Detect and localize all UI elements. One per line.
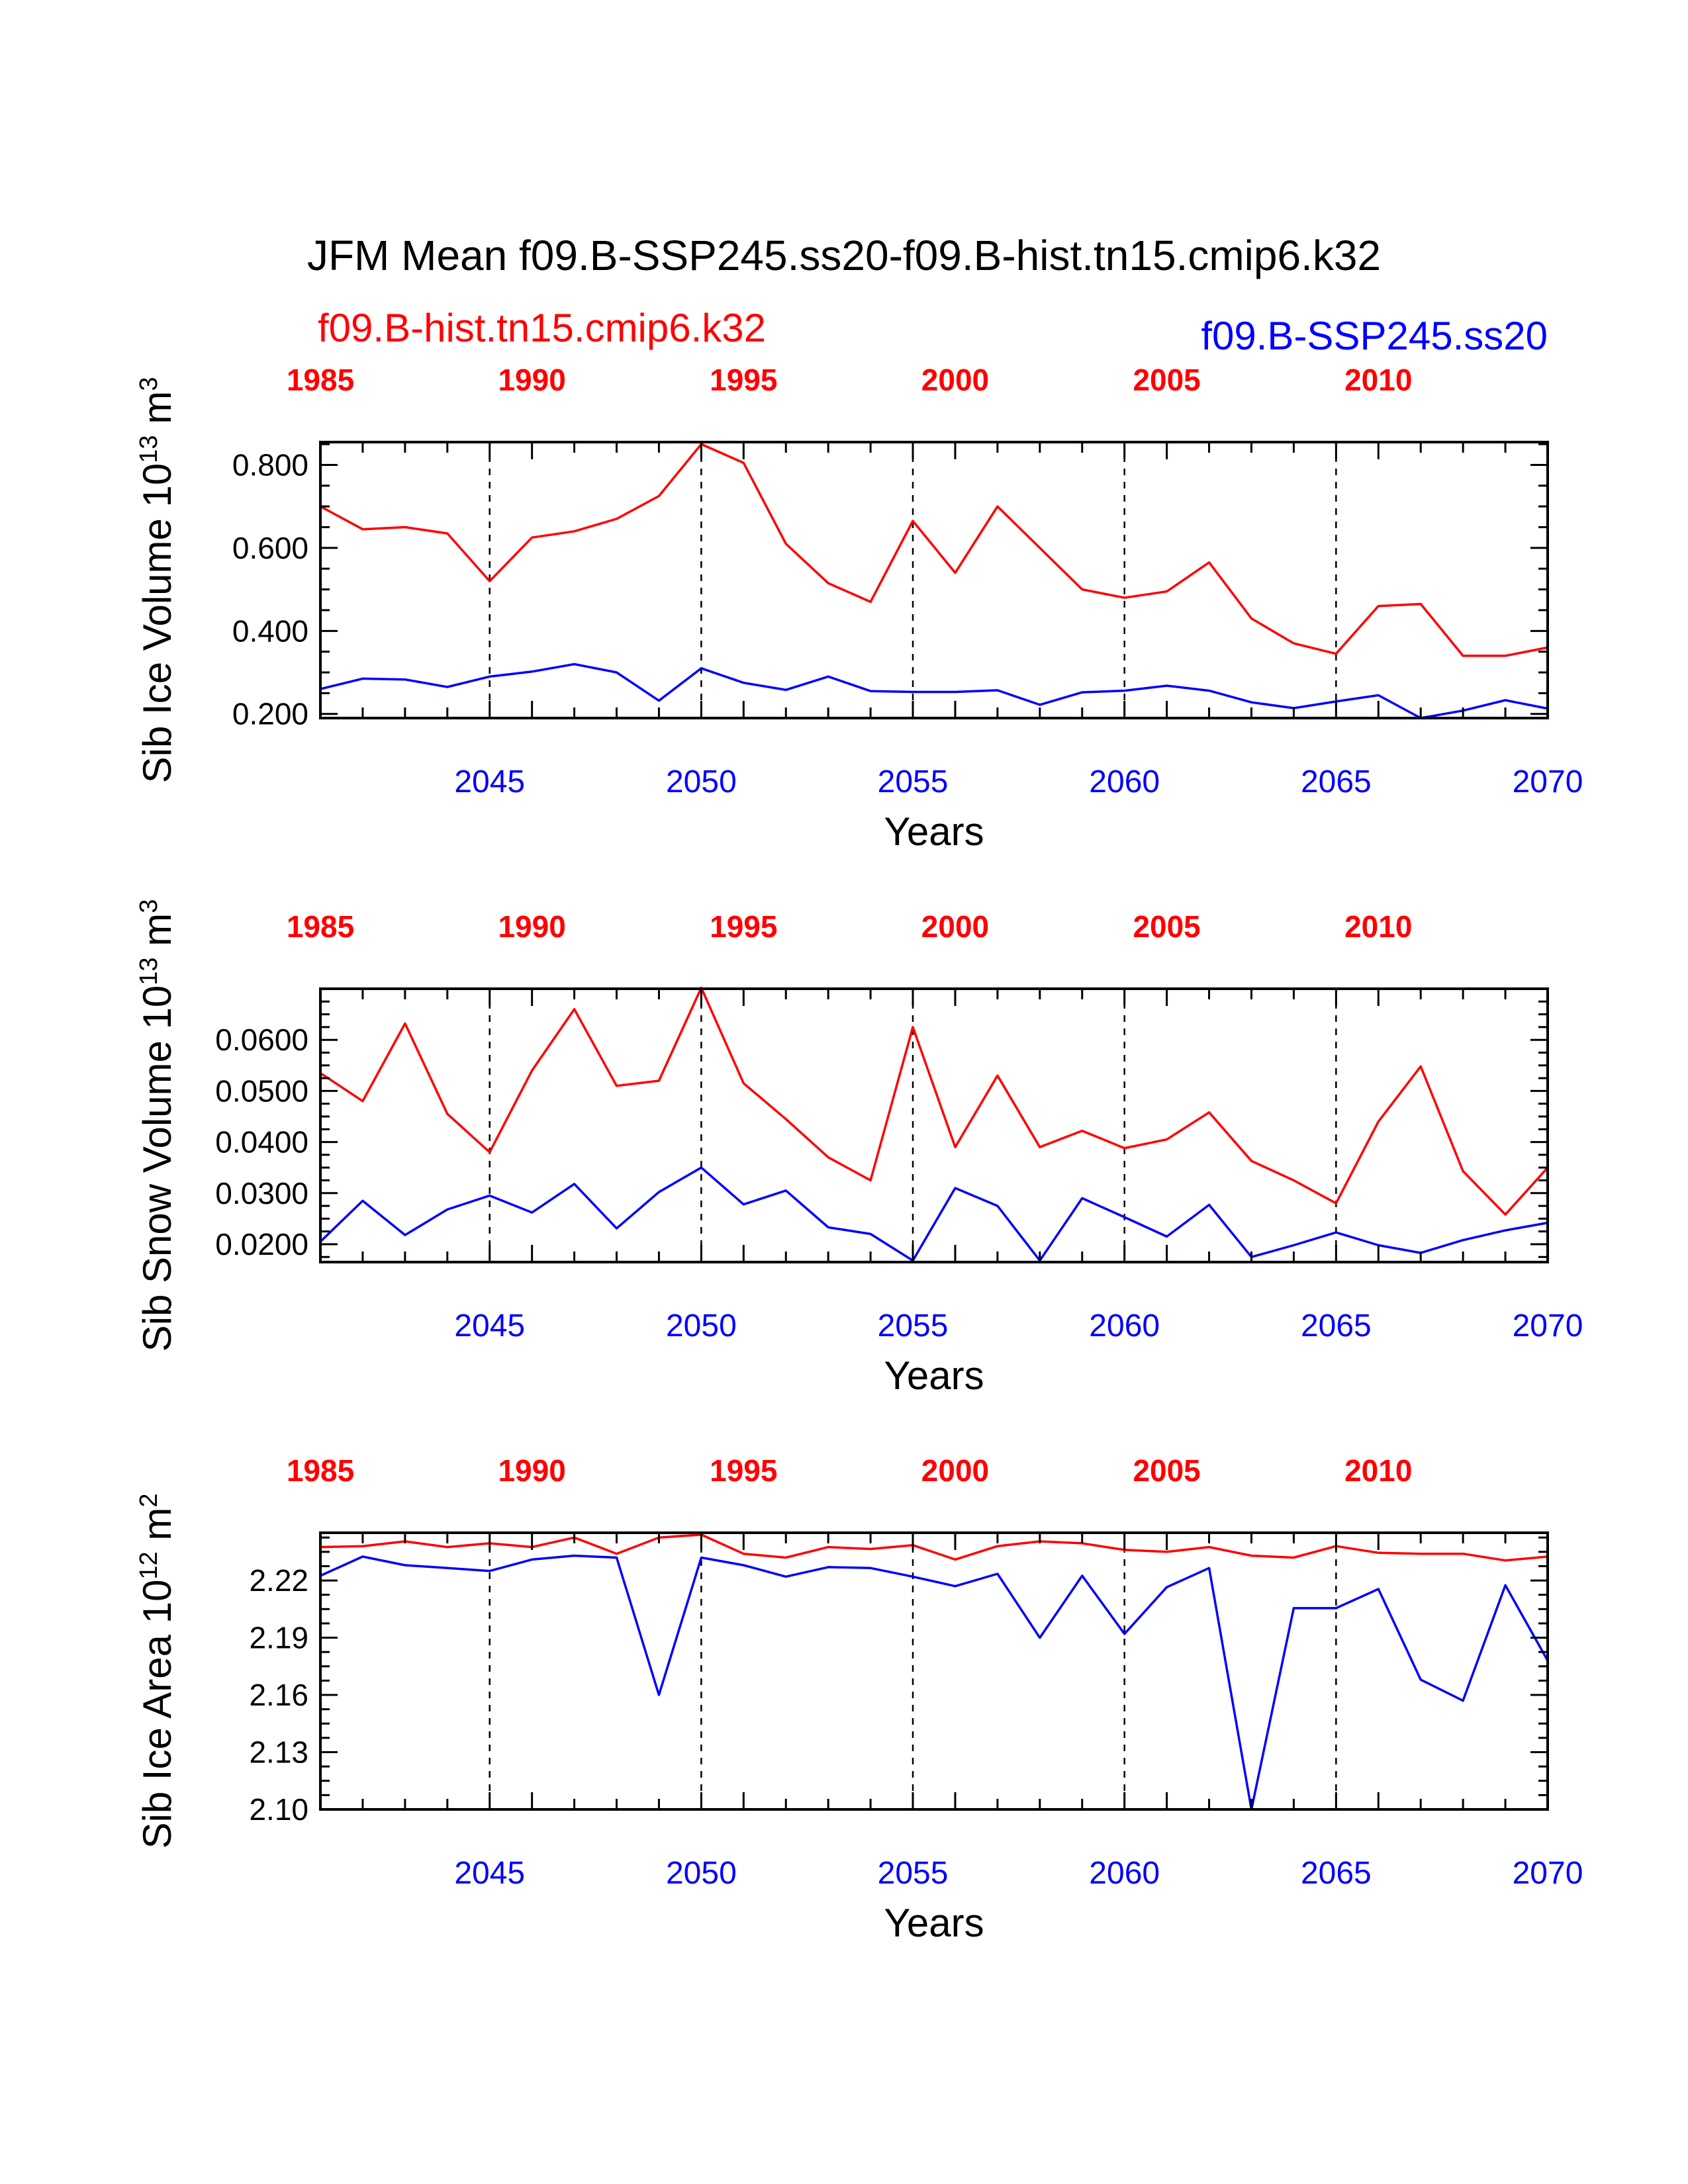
series-line [320,443,1548,657]
top-tick-label: 2005 [1133,363,1200,397]
top-tick-label: 2000 [921,363,989,397]
x-axis-label: Years [884,1901,984,1945]
series-line [319,1166,1548,1262]
y-tick-label: 0.800 [232,447,308,482]
x-tick-label: 2065 [1301,1308,1372,1343]
top-tick-label: 1990 [498,1453,565,1488]
panels: 2045 2050 2055 2060 2065 2070 1985 1990 1995 2000… [135,363,1583,1945]
x-tick-label: 2065 [1301,764,1372,799]
y-tick-label: 2.16 [249,1678,308,1712]
run-label-historical: f09.B-hist.tn15.cmip6.k32 [318,306,766,350]
y-tick-label: 2.22 [249,1563,308,1598]
top-tick-label: 1995 [710,1453,777,1488]
x-tick-label: 2050 [666,1856,737,1891]
x-tick-label: 2050 [666,1308,737,1343]
x-tick-label: 2045 [454,1308,525,1343]
plot-frame [319,1531,1549,1811]
y-tick-label: 2.19 [249,1621,308,1655]
x-tick-label: 2065 [1301,1856,1372,1891]
x-tick-label: 2070 [1513,1308,1583,1343]
top-tick-label: 2000 [921,1453,989,1488]
y-tick-label: 0.0500 [215,1073,308,1108]
figure-title: JFM Mean f09.B-SSP245.ss20-f09.B-hist.tn… [307,232,1381,279]
y-tick-label: 0.600 [232,531,308,565]
plot-frame [319,987,1549,1263]
y-tick-label: 0.0600 [215,1023,308,1057]
y-axis-label: Sib Ice Volume 1013 m3 [135,377,179,784]
x-tick-label: 2045 [454,764,525,799]
x-tick-label: 2045 [454,1856,525,1891]
x-tick-label: 2055 [878,764,949,799]
top-tick-label: 2000 [921,909,989,944]
x-tick-label: 2070 [1513,1856,1583,1891]
y-tick-label: 0.200 [232,697,308,731]
series-line [320,662,1548,719]
top-tick-label: 1995 [710,909,777,944]
y-tick-label: 2.13 [249,1735,308,1770]
x-tick-label: 2060 [1089,1856,1160,1891]
top-tick-label: 1985 [287,363,354,397]
x-tick-label: 2050 [666,764,737,799]
x-axis-label: Years [884,1353,984,1398]
top-tick-label: 2010 [1344,1453,1412,1488]
y-tick-label: 0.400 [232,614,308,648]
y-tick-label: 0.0300 [215,1176,308,1210]
top-tick-label: 1985 [287,1453,354,1488]
x-axis-label: Years [884,809,984,854]
top-tick-label: 1995 [710,363,777,397]
series-line [320,1554,1549,1811]
series-line [320,1533,1548,1562]
top-tick-label: 1990 [498,363,565,397]
series-line [320,986,1549,1216]
chart-panel: 2045 2050 2055 2060 2065 2070 1985 1990 1995 2000… [135,899,1583,1398]
top-tick-label: 1990 [498,909,565,944]
x-tick-label: 2060 [1089,764,1160,799]
top-tick-label: 1985 [287,909,354,944]
top-tick-label: 2010 [1344,909,1412,944]
chart-panel: 2045 2050 2055 2060 2065 2070 1985 1990 1995 2000… [135,363,1583,854]
y-axis-label: Sib Snow Volume 1013 m3 [135,899,179,1352]
chart-panel: 2045 2050 2055 2060 2065 2070 1985 1990 1995 2000… [135,1453,1583,1945]
x-tick-label: 2070 [1513,764,1583,799]
x-tick-label: 2060 [1089,1308,1160,1343]
y-tick-label: 0.0200 [215,1227,308,1261]
top-tick-label: 2005 [1133,1453,1200,1488]
plot-frame [319,441,1549,719]
y-axis-label: Sib Ice Area 1012 m2 [135,1493,179,1848]
y-tick-label: 0.0400 [215,1125,308,1160]
x-tick-label: 2055 [878,1856,949,1891]
run-label-ssp245: f09.B-SSP245.ss20 [1201,314,1548,358]
x-tick-label: 2055 [878,1308,949,1343]
top-tick-label: 2005 [1133,909,1200,944]
y-tick-label: 2.10 [249,1792,308,1827]
top-tick-label: 2010 [1344,363,1412,397]
